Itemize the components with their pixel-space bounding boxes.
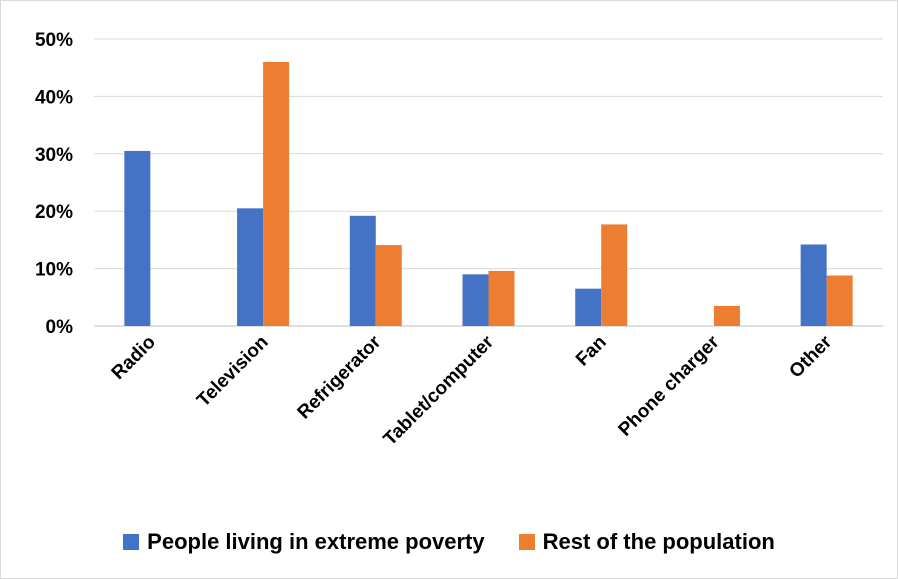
bar <box>349 215 376 326</box>
legend: People living in extreme poverty Rest of… <box>1 529 897 555</box>
bar <box>124 150 151 326</box>
y-tick-label: 40% <box>35 87 73 108</box>
bar <box>462 274 489 326</box>
x-tick-label: Fan <box>572 332 611 371</box>
bar <box>800 244 827 326</box>
x-tick-label: Other <box>785 331 836 382</box>
bar <box>488 270 515 326</box>
x-tick-label: Tablet/computer <box>380 331 499 450</box>
x-tick-label: Refrigerator <box>294 331 386 423</box>
legend-item-series-2: Rest of the population <box>518 529 775 555</box>
bar <box>237 208 264 326</box>
legend-label-series-1: People living in extreme poverty <box>147 529 485 554</box>
legend-swatch-series-1 <box>123 534 140 550</box>
bar <box>575 288 602 326</box>
y-tick-label: 10% <box>35 260 73 281</box>
bar <box>263 61 290 327</box>
x-tick-label: Radio <box>108 332 160 384</box>
bar <box>601 224 628 326</box>
bar <box>826 275 853 326</box>
x-tick-label: Phone charger <box>615 331 724 440</box>
bar <box>713 305 740 326</box>
legend-swatch-series-2 <box>518 534 535 550</box>
legend-label-series-2: Rest of the population <box>542 529 775 554</box>
bar-chart: 0% 10% 20% 30% 40% 50% Radio Television Refriger… <box>35 30 883 450</box>
y-tick-label: 50% <box>35 30 73 51</box>
legend-item-series-1: People living in extreme poverty <box>123 529 485 555</box>
y-tick-label: 30% <box>35 145 73 166</box>
bar <box>375 245 402 326</box>
y-tick-label: 0% <box>46 317 74 338</box>
y-tick-label: 20% <box>35 202 73 223</box>
x-tick-label: Television <box>193 332 273 412</box>
